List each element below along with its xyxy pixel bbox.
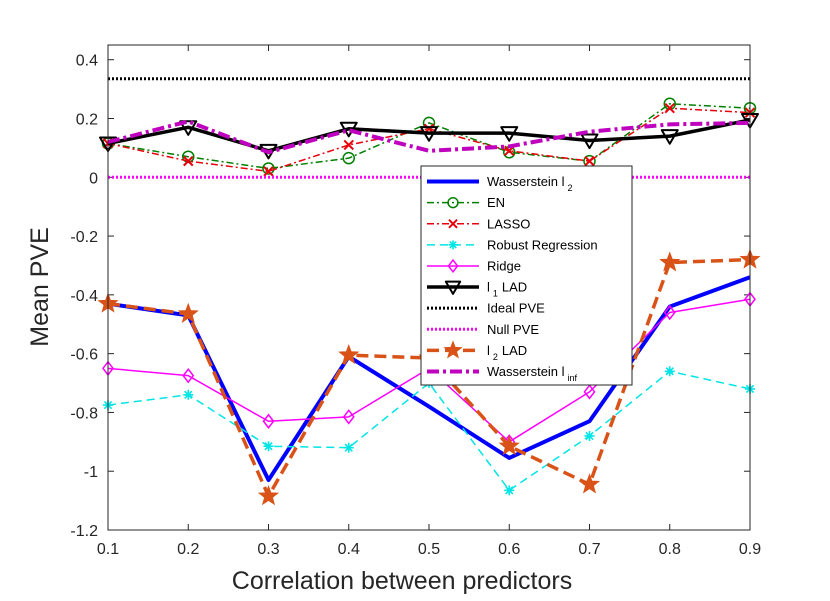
data-point bbox=[342, 409, 355, 425]
data-point bbox=[257, 485, 280, 506]
data-point bbox=[578, 473, 601, 494]
legend-label: Null PVE bbox=[487, 322, 539, 337]
legend-label: Robust Regression bbox=[487, 237, 598, 252]
series-line bbox=[107, 275, 751, 483]
y-tick-label: -0.6 bbox=[70, 347, 98, 364]
data-point bbox=[500, 126, 519, 142]
series-line bbox=[107, 107, 751, 173]
data-point bbox=[660, 129, 679, 145]
y-tick-label: 0.4 bbox=[76, 53, 98, 70]
data-point bbox=[584, 430, 595, 441]
x-tick-label: 0.9 bbox=[739, 541, 761, 558]
data-point bbox=[262, 413, 275, 429]
x-tick-labels: 0.1 0.2 0.3 0.4 0.5 0.6 0.7 0.8 0.9 bbox=[97, 541, 761, 558]
x-tick-label: 0.2 bbox=[177, 541, 199, 558]
legend-marker bbox=[447, 196, 459, 209]
legend-entry: Ideal PVE bbox=[427, 301, 545, 316]
legend-label: LASSO bbox=[487, 216, 530, 231]
legend-label: l 1 LAD bbox=[487, 280, 527, 299]
data-point bbox=[183, 155, 194, 167]
legend-entry: LASSO bbox=[427, 216, 530, 231]
legend-marker bbox=[448, 218, 458, 229]
x-tick-label: 0.7 bbox=[578, 541, 600, 558]
legend-label: Ideal PVE bbox=[487, 301, 545, 316]
x-axis-label: Correlation between predictors bbox=[232, 567, 572, 595]
data-point bbox=[498, 435, 520, 456]
y-tick-label: -1.2 bbox=[70, 523, 98, 540]
series-line bbox=[107, 103, 751, 170]
legend-entry: Wasserstein l inf bbox=[427, 364, 578, 383]
data-point bbox=[179, 120, 198, 136]
data-point bbox=[664, 102, 675, 114]
legend-marker bbox=[444, 280, 462, 295]
legend-entry: Ridge bbox=[427, 258, 521, 273]
y-tick-labels: 0.4 0.2 0 -0.2 -0.4 -0.6 -0.8 -1 -1.2 bbox=[70, 53, 98, 540]
y-axis-label: Mean PVE bbox=[26, 227, 54, 347]
y-tick-label: -0.2 bbox=[70, 229, 98, 246]
data-point bbox=[659, 251, 681, 272]
x-tick-label: 0.6 bbox=[498, 541, 520, 558]
data-point bbox=[263, 441, 274, 452]
series-2 bbox=[102, 102, 756, 177]
legend-marker bbox=[448, 240, 458, 250]
x-tick-label: 0.5 bbox=[418, 541, 440, 558]
legend-entry: Robust Regression bbox=[427, 237, 598, 252]
x-tick-label: 0.4 bbox=[338, 541, 360, 558]
data-point bbox=[664, 366, 675, 377]
data-point bbox=[504, 485, 515, 496]
y-tick-label: -0.4 bbox=[70, 288, 98, 305]
legend-label: EN bbox=[487, 195, 505, 210]
plot-frame bbox=[107, 44, 751, 531]
series-line bbox=[107, 118, 751, 153]
data-point bbox=[663, 304, 676, 321]
y-tick-label: -0.8 bbox=[70, 405, 98, 422]
data-point bbox=[262, 162, 275, 175]
x-tick-label: 0.3 bbox=[257, 541, 279, 558]
legend-label: Ridge bbox=[487, 258, 521, 273]
data-point bbox=[343, 442, 354, 453]
series-0 bbox=[107, 275, 751, 483]
data-point bbox=[580, 133, 599, 150]
data-point bbox=[182, 367, 195, 384]
x-tick-label: 0.1 bbox=[97, 541, 119, 558]
legend-marker bbox=[447, 258, 459, 274]
data-point bbox=[343, 139, 354, 151]
data-point bbox=[584, 155, 595, 167]
x-tick-label: 0.8 bbox=[659, 541, 681, 558]
legend-entry: l 1 LAD bbox=[427, 280, 527, 299]
y-tick-label: 0 bbox=[89, 170, 98, 187]
legend: Wasserstein l 2 EN LASSO Robust Regression Ri… bbox=[420, 165, 633, 386]
data-point bbox=[177, 302, 199, 323]
data-point bbox=[583, 384, 596, 400]
legend-entry: Null PVE bbox=[427, 322, 539, 337]
legend-entry: EN bbox=[427, 195, 505, 210]
y-tick-label: 0.2 bbox=[76, 111, 98, 128]
data-point bbox=[420, 126, 438, 142]
legend-label: Wasserstein l inf bbox=[487, 364, 578, 383]
data-point bbox=[263, 166, 274, 177]
y-tick-label: -1 bbox=[84, 464, 98, 481]
legend-marker bbox=[443, 340, 463, 359]
data-point bbox=[183, 389, 194, 400]
data-point bbox=[338, 343, 360, 365]
data-point bbox=[342, 151, 355, 165]
